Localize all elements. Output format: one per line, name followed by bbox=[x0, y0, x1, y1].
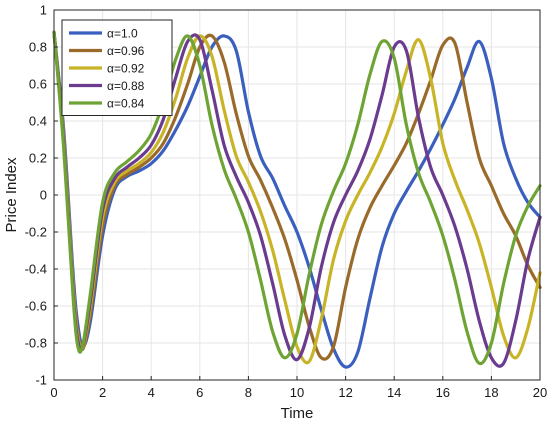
x-tick-label: 2 bbox=[99, 385, 106, 400]
x-tick-label: 4 bbox=[148, 385, 155, 400]
x-tick-label: 18 bbox=[484, 385, 498, 400]
y-tick-label: -0.2 bbox=[25, 225, 47, 240]
y-tick-label: -0.4 bbox=[25, 262, 47, 277]
ticks: 0 2 4 6 8 10 12 14 16 18 20 1 0.8 0.6 0.4 0.2 0 -0.2 -0.4 -… bbox=[25, 3, 548, 401]
x-tick-label: 14 bbox=[387, 385, 401, 400]
x-tick-label: 12 bbox=[338, 385, 352, 400]
x-tick-label: 16 bbox=[436, 385, 450, 400]
y-tick-label: -0.6 bbox=[25, 299, 47, 314]
x-tick-label: 8 bbox=[245, 385, 252, 400]
series-line-0 bbox=[52, 30, 542, 369]
legend-label-2: α=0.92 bbox=[107, 62, 145, 76]
x-tick-label: 6 bbox=[196, 385, 203, 400]
legend-label-1: α=0.96 bbox=[107, 44, 145, 58]
legend-label-0: α=1.0 bbox=[107, 27, 138, 41]
series-line-1 bbox=[52, 30, 542, 361]
series-lines bbox=[52, 30, 542, 369]
y-tick-label: -0.8 bbox=[25, 336, 47, 351]
x-axis-title: Time bbox=[281, 405, 314, 422]
y-tick-label: 0.8 bbox=[29, 40, 47, 55]
series-line-4 bbox=[52, 30, 542, 366]
y-tick-label: 0 bbox=[40, 188, 47, 203]
y-axis-title: Price Index bbox=[3, 157, 20, 233]
legend-label-4: α=0.84 bbox=[107, 97, 145, 111]
y-tick-label: 1 bbox=[40, 3, 47, 18]
y-tick-label: 0.4 bbox=[29, 114, 47, 129]
legend-label-3: α=0.88 bbox=[107, 79, 145, 93]
x-tick-label: 20 bbox=[533, 385, 547, 400]
y-tick-label: -1 bbox=[35, 373, 47, 388]
y-tick-label: 0.2 bbox=[29, 151, 47, 166]
legend: α=1.0 α=0.96 α=0.92 α=0.88 α=0.84 bbox=[61, 19, 173, 116]
y-tick-label: 0.6 bbox=[29, 77, 47, 92]
x-tick-label: 10 bbox=[290, 385, 304, 400]
x-tick-label: 0 bbox=[50, 385, 57, 400]
